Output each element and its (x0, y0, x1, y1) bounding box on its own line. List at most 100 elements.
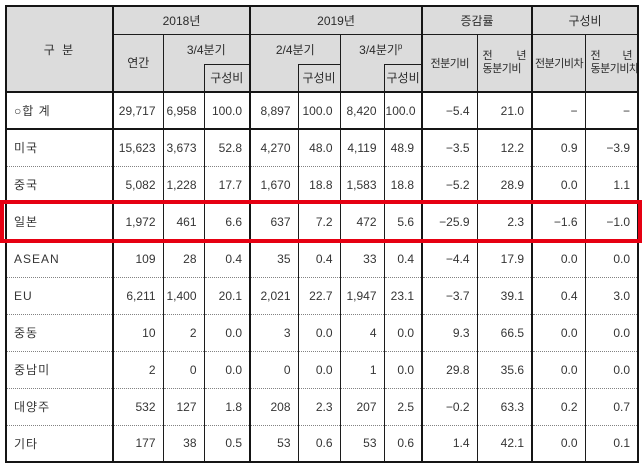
value-cell: 177 (112, 424, 164, 462)
row-label: EU (5, 276, 114, 314)
value-cell: 10 (112, 313, 164, 351)
table-row: 중남미 2 0 0.0 0 0.0 1 0.0 29.8 35.6 0.0 0.0 (5, 350, 639, 388)
value-cell: 1.1 (584, 165, 639, 203)
yoy-label-l1b: 년 (516, 49, 527, 62)
value-cell: 0.0 (383, 313, 423, 351)
table-row: EU 6,211 1,400 20.1 2,021 22.7 1,947 23.1 −3.7 39… (5, 276, 639, 314)
value-cell: 208 (249, 387, 299, 425)
value-cell: 33 (339, 239, 385, 277)
yoy-diff-label-l1b: 년 (622, 49, 633, 62)
value-cell: −5.4 (421, 91, 478, 129)
preliminary-superscript: p (397, 41, 403, 51)
value-cell: 100.0 (297, 91, 341, 129)
value-cell: 12.2 (476, 128, 533, 166)
table-row: 중동 10 2 0.0 3 0.0 4 0.0 9.3 66.5 0.0 0.0 (5, 313, 639, 351)
value-cell: 1.8 (203, 387, 251, 425)
value-cell: 0.0 (584, 350, 639, 388)
col-qoq-change: 전분기비 (421, 33, 478, 93)
value-cell: 28 (162, 239, 205, 277)
value-cell: 532 (112, 387, 164, 425)
value-cell: 52.8 (203, 128, 251, 166)
value-cell: − (531, 91, 586, 129)
col-q2-2019: 2/4분기 (249, 33, 341, 64)
value-cell: 637 (249, 202, 299, 240)
value-cell: −25.9 (421, 202, 478, 240)
group-2019: 2019년 (249, 5, 423, 35)
value-cell: 5,082 (112, 165, 164, 203)
col-yoy-share-diff: 전 년 동분기비차 (584, 33, 639, 93)
value-cell: 0.6 (297, 424, 341, 462)
row-label: 중동 (5, 313, 114, 351)
value-cell: −3.7 (421, 276, 478, 314)
col-share-2018: 구성비 (203, 63, 251, 93)
value-cell: 0.0 (297, 313, 341, 351)
value-cell: 0.6 (383, 424, 423, 462)
group-change-rate: 증감률 (421, 5, 533, 35)
value-cell: 15,623 (112, 128, 164, 166)
value-cell: − (584, 91, 639, 129)
value-cell: 53 (339, 424, 385, 462)
value-cell: 0.0 (203, 313, 251, 351)
table-row: 일본 1,972 461 6.6 637 7.2 472 5.6 −25.9 2.3 −1.6 −1.… (5, 202, 639, 240)
row-label: ASEAN (5, 239, 114, 277)
value-cell: 0.0 (584, 313, 639, 351)
value-cell: −5.2 (421, 165, 478, 203)
value-cell: 3,673 (162, 128, 205, 166)
value-cell: 23.1 (383, 276, 423, 314)
value-cell: 18.8 (383, 165, 423, 203)
row-label: 중국 (5, 165, 114, 203)
value-cell: −0.2 (421, 387, 478, 425)
value-cell: 17.9 (476, 239, 533, 277)
value-cell: 29,717 (112, 91, 164, 129)
value-cell: 0.4 (297, 239, 341, 277)
value-cell: 6.6 (203, 202, 251, 240)
table-row: 기타 177 38 0.5 53 0.6 53 0.6 1.4 42.1 0.0 0.1 (5, 424, 639, 462)
col-share-q2-2019: 구성비 (297, 63, 341, 93)
value-cell: 9.3 (421, 313, 478, 351)
value-cell: 100.0 (203, 91, 251, 129)
value-cell: 6,958 (162, 91, 205, 129)
value-cell: 0.0 (531, 313, 586, 351)
value-cell: 100.0 (383, 91, 423, 129)
spacer-q3-2019 (339, 64, 385, 93)
value-cell: 0.0 (531, 165, 586, 203)
value-cell: 0.2 (531, 387, 586, 425)
value-cell: 8,420 (339, 91, 385, 129)
table-row: 중국 5,082 1,228 17.7 1,670 18.8 1,583 18.8 −5.2 28… (5, 165, 639, 203)
value-cell: 0.0 (297, 350, 341, 388)
value-cell: 8,897 (249, 91, 299, 129)
yoy-label-l1a: 전 (482, 49, 493, 62)
value-cell: 0.4 (531, 276, 586, 314)
value-cell: −4.4 (421, 239, 478, 277)
value-cell: 39.1 (476, 276, 533, 314)
col-q3-2018: 3/4분기 (162, 33, 251, 64)
row-label: 기타 (5, 424, 114, 462)
value-cell: 4 (339, 313, 385, 351)
value-cell: 461 (162, 202, 205, 240)
value-cell: 1,947 (339, 276, 385, 314)
row-label: 대양주 (5, 387, 114, 425)
statistics-table: 구 분 2018년 2019년 증감률 구성비 연간 3/4분기 2/4분기 3… (5, 5, 640, 463)
value-cell: 472 (339, 202, 385, 240)
value-cell: 1,228 (162, 165, 205, 203)
value-cell: 1,400 (162, 276, 205, 314)
value-cell: 127 (162, 387, 205, 425)
value-cell: 35 (249, 239, 299, 277)
row-label: ○합 계 (5, 91, 114, 129)
value-cell: 0.0 (203, 350, 251, 388)
col-share-q3-2019: 구성비 (383, 63, 423, 93)
value-cell: 0 (162, 350, 205, 388)
category-header: 구 분 (5, 5, 114, 93)
value-cell: −3.5 (421, 128, 478, 166)
value-cell: 2 (112, 350, 164, 388)
value-cell: −1.0 (584, 202, 639, 240)
value-cell: −1.6 (531, 202, 586, 240)
row-label: 중남미 (5, 350, 114, 388)
col-q3-2019-label: 3/4분기 (359, 42, 398, 57)
col-qoq-share-diff: 전분기비차 (531, 33, 586, 93)
value-cell: 2 (162, 313, 205, 351)
yoy-diff-label: 전 년 동분기비차 (588, 49, 638, 76)
value-cell: 48.0 (297, 128, 341, 166)
